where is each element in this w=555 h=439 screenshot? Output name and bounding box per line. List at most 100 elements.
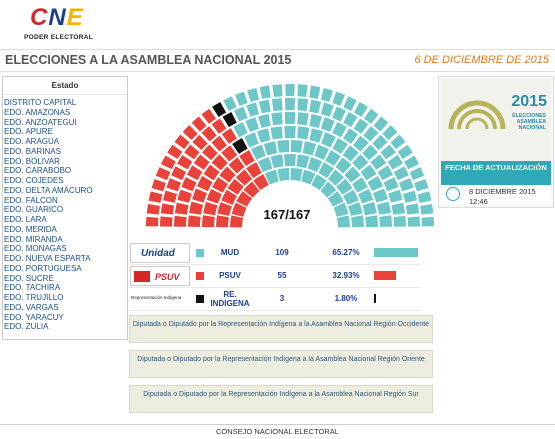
seat-mud [284, 154, 296, 167]
state-item[interactable]: DISTRITO CAPITAL [4, 98, 77, 107]
seat-psuv [182, 125, 198, 140]
state-item[interactable]: EDO. MONAGAS [4, 244, 67, 254]
seat-mud [372, 188, 388, 203]
seat-psuv [167, 144, 183, 159]
seat-mud [245, 117, 259, 133]
seat-mud [335, 157, 352, 174]
state-item[interactable]: EDO. APURE [4, 127, 53, 137]
state-item[interactable]: EDO. MIRANDA [4, 234, 63, 244]
seat-psuv [239, 150, 255, 166]
region-occidente-button[interactable]: Diputada o Diputado por la Representació… [129, 315, 433, 343]
seat-mud [372, 134, 388, 151]
seat-psuv [186, 165, 203, 181]
assembly-year: 2015 [511, 93, 547, 110]
state-list-panel: Estado DISTRITO CAPITAL EDO. AMAZONAS EDO.… [2, 76, 128, 340]
indigena-bar [374, 294, 376, 303]
seat-mud [285, 84, 295, 97]
seat-psuv [174, 202, 189, 215]
seat-psuv [192, 134, 208, 151]
seat-mud [379, 215, 392, 227]
seat-mud [321, 117, 335, 133]
seat-mud [234, 91, 248, 107]
state-item[interactable]: EDO. GUARICO [4, 205, 64, 215]
seat-mud [380, 144, 396, 160]
seat-mud [358, 188, 374, 204]
assembly-banner: 2015 ELECCIONES ASAMBLEA NACIONAL [441, 79, 551, 161]
state-item[interactable]: EDO. COJEDES [4, 176, 64, 185]
state-item[interactable]: EDO. ANZOATEGUI [4, 117, 77, 127]
seat-psuv [160, 203, 175, 215]
seat-mud [352, 177, 368, 193]
state-item[interactable]: EDO. LARA [4, 215, 47, 224]
seat-mud [364, 108, 379, 124]
state-item[interactable]: EDO. ZULIA [4, 322, 49, 332]
state-item[interactable]: EDO. DELTA AMACURO [4, 185, 93, 195]
seat-mud [314, 144, 330, 160]
seat-mud [325, 150, 341, 166]
seat-mud [264, 169, 279, 185]
seat-psuv [211, 118, 227, 134]
indigena-swatch [196, 295, 204, 303]
seat-mud [362, 201, 377, 216]
indigena-logo-text: Representación Indígena [131, 295, 182, 300]
seat-mud [393, 166, 409, 181]
seat-mud [309, 99, 322, 114]
seat-indigena [222, 111, 237, 128]
logo-letter-c: C [30, 4, 49, 31]
mud-name: MUD [220, 248, 240, 257]
seat-psuv [201, 126, 217, 142]
state-item[interactable]: EDO. MERIDA [4, 224, 57, 234]
seat-mud [382, 125, 398, 140]
seat-mud [351, 215, 364, 228]
cne-logo[interactable]: CNE PODER ELECTORAL [22, 4, 102, 46]
state-item[interactable]: EDO. SUCRE [4, 273, 54, 283]
seat-mud [393, 215, 406, 227]
seat-psuv [235, 169, 253, 186]
state-item[interactable]: EDO. YARACUY [4, 312, 64, 322]
party-row-indigena: Representación Indígena RE. INDIGENA 3 1… [130, 288, 420, 311]
state-item[interactable]: EDO. NUEVA ESPARTA [4, 254, 91, 263]
logo-caption: PODER ELECTORAL [24, 34, 94, 41]
seat-psuv [151, 179, 166, 192]
seat-mud [398, 178, 414, 192]
mud-bar [374, 248, 418, 257]
state-item[interactable]: EDO. VARGAS [4, 302, 59, 312]
seat-mud [367, 176, 384, 192]
state-item[interactable]: EDO. ARAGUA [4, 137, 60, 146]
seat-mud [311, 174, 327, 191]
state-item[interactable]: EDO. BOLIVAR [4, 156, 60, 166]
state-item[interactable]: EDO. BARINAS [4, 146, 61, 156]
region-oriente-button[interactable]: Diputada o Diputado por la Representació… [129, 350, 433, 378]
seat-mud [327, 169, 345, 186]
state-list: DISTRITO CAPITAL EDO. AMAZONAS EDO. ANZOAT… [3, 95, 127, 332]
seat-mud [353, 135, 369, 152]
seat-mud [271, 98, 283, 112]
header: CNE PODER ELECTORAL [0, 0, 555, 48]
region-sur-button[interactable]: Diputada o Diputado por la Representació… [129, 385, 433, 413]
seat-mud [348, 202, 363, 216]
seat-psuv [161, 155, 176, 170]
seat-mud [409, 167, 425, 181]
seat-mud [365, 215, 378, 228]
mud-seats: 109 [275, 248, 289, 257]
seat-mud [297, 84, 308, 97]
seat-mud [333, 202, 349, 217]
seat-indigena [212, 102, 227, 117]
state-item[interactable]: EDO. TACHIRA [4, 283, 61, 293]
state-item[interactable]: EDO. TRUJILLO [4, 293, 64, 302]
seat-mud [417, 191, 432, 203]
state-item[interactable]: EDO. CARABOBO [4, 166, 72, 176]
seat-mud [247, 88, 260, 102]
state-item[interactable]: EDO. AMAZONAS [4, 107, 71, 117]
state-item[interactable]: EDO. PORTUGUESA [4, 263, 82, 273]
assembly-subtitle: ELECCIONES ASAMBLEA NACIONAL [512, 113, 546, 131]
seat-mud [250, 144, 266, 160]
seat-psuv [191, 116, 207, 132]
seat-mud [297, 112, 309, 126]
seat-psuv [253, 174, 269, 191]
update-panel: 2015 ELECCIONES ASAMBLEA NACIONAL FECHA … [438, 76, 554, 208]
state-item[interactable]: EDO. FALCON [4, 195, 58, 205]
psuv-logo: PSUV [130, 266, 190, 286]
mud-percent: 65.27% [332, 248, 360, 257]
seat-psuv [174, 134, 190, 150]
